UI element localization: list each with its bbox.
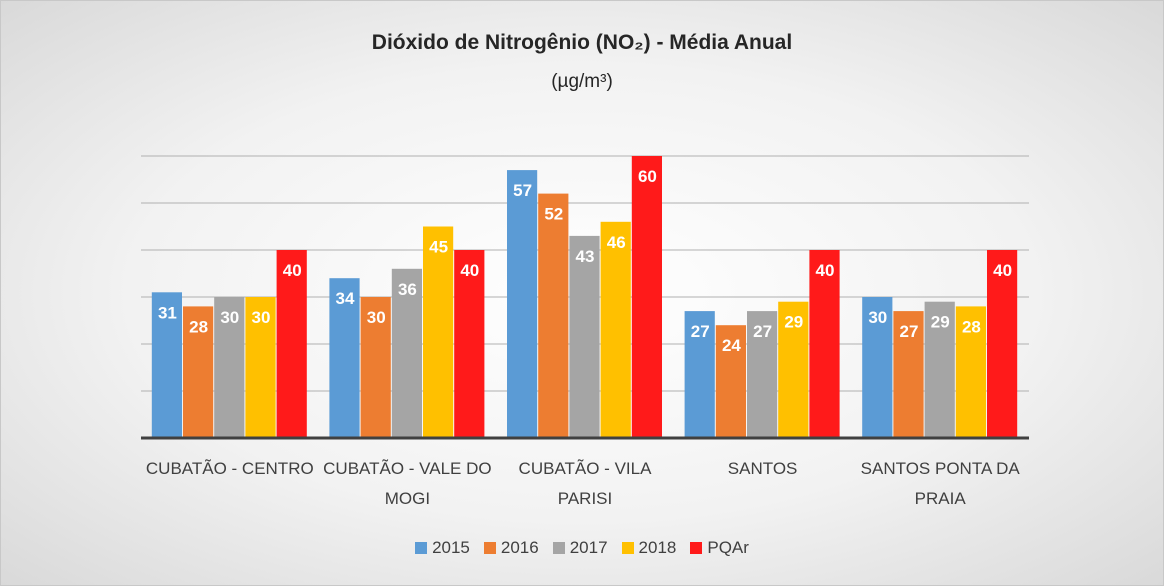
value-label: 27 <box>691 322 710 341</box>
bar <box>391 268 422 438</box>
legend-item: 2017 <box>552 538 608 558</box>
bar <box>955 306 986 438</box>
value-label: 29 <box>931 313 950 332</box>
bar <box>276 250 307 438</box>
bar <box>862 297 893 438</box>
bar <box>454 250 485 438</box>
bar <box>600 221 631 438</box>
value-label: 30 <box>220 308 239 327</box>
bar <box>778 301 809 438</box>
bar <box>214 297 245 438</box>
value-label: 28 <box>962 317 981 336</box>
legend-label: 2018 <box>638 538 677 557</box>
x-tick-label: CUBATÃO - CENTRO <box>145 459 314 478</box>
value-label: 45 <box>429 238 448 257</box>
value-label: 30 <box>252 308 271 327</box>
bar <box>631 156 662 438</box>
legend-swatch <box>483 542 496 554</box>
chart-title: Dióxido de Nitrogênio (NO₂) - Média Anua… <box>372 31 792 54</box>
legend-swatch <box>552 542 565 554</box>
x-tick-label: CUBATÃO - VALE DO MOGI <box>323 459 492 508</box>
value-label: 46 <box>607 233 626 252</box>
legend-label: 2016 <box>500 538 539 557</box>
bar <box>329 278 360 438</box>
legend-swatch <box>415 542 428 554</box>
bar <box>423 226 454 438</box>
bar <box>809 250 840 438</box>
value-label: 30 <box>367 308 386 327</box>
value-label: 43 <box>576 247 595 266</box>
x-tick-label: CUBATÃO - VILA PARISI <box>518 459 652 508</box>
value-label: 40 <box>283 261 302 280</box>
legend-label: 2017 <box>569 538 608 557</box>
bar <box>183 306 214 438</box>
x-tick-label: SANTOS PONTA DA PRAIA <box>860 459 1020 508</box>
bar <box>245 297 276 438</box>
legend: 2015 2016 2017 2018 PQAr <box>1 538 1163 558</box>
value-label: 40 <box>993 261 1012 280</box>
value-label: 36 <box>398 280 417 299</box>
value-label: 34 <box>336 289 355 308</box>
bar <box>507 170 538 438</box>
value-label: 27 <box>753 322 772 341</box>
value-label: 40 <box>816 261 835 280</box>
legend-swatch <box>621 542 634 554</box>
legend-item: 2018 <box>621 538 677 558</box>
value-label: 57 <box>513 181 532 200</box>
legend-item: 2015 <box>415 538 470 558</box>
bar <box>684 311 715 438</box>
value-label: 28 <box>189 317 208 336</box>
bar <box>987 250 1018 438</box>
bar <box>924 301 955 438</box>
legend-swatch <box>690 542 703 554</box>
chart-subtitle: (µg/m³) <box>551 71 613 92</box>
value-label: 29 <box>784 313 803 332</box>
legend-label: 2015 <box>432 538 470 557</box>
bar <box>893 311 924 438</box>
value-label: 24 <box>722 336 741 355</box>
legend-item: 2016 <box>483 538 539 558</box>
bar <box>715 325 746 438</box>
value-label: 40 <box>460 261 479 280</box>
value-label: 31 <box>158 303 177 322</box>
bar <box>151 292 182 438</box>
bar <box>538 193 569 438</box>
bar <box>747 311 778 438</box>
bar <box>360 297 391 438</box>
bar <box>569 235 600 438</box>
legend-item: PQAr <box>690 538 749 558</box>
legend-label: PQAr <box>707 538 749 557</box>
value-label: 27 <box>900 322 919 341</box>
value-label: 30 <box>868 308 887 327</box>
value-label: 60 <box>638 167 657 186</box>
x-tick-label: SANTOS <box>727 459 798 478</box>
value-label: 52 <box>544 205 563 224</box>
